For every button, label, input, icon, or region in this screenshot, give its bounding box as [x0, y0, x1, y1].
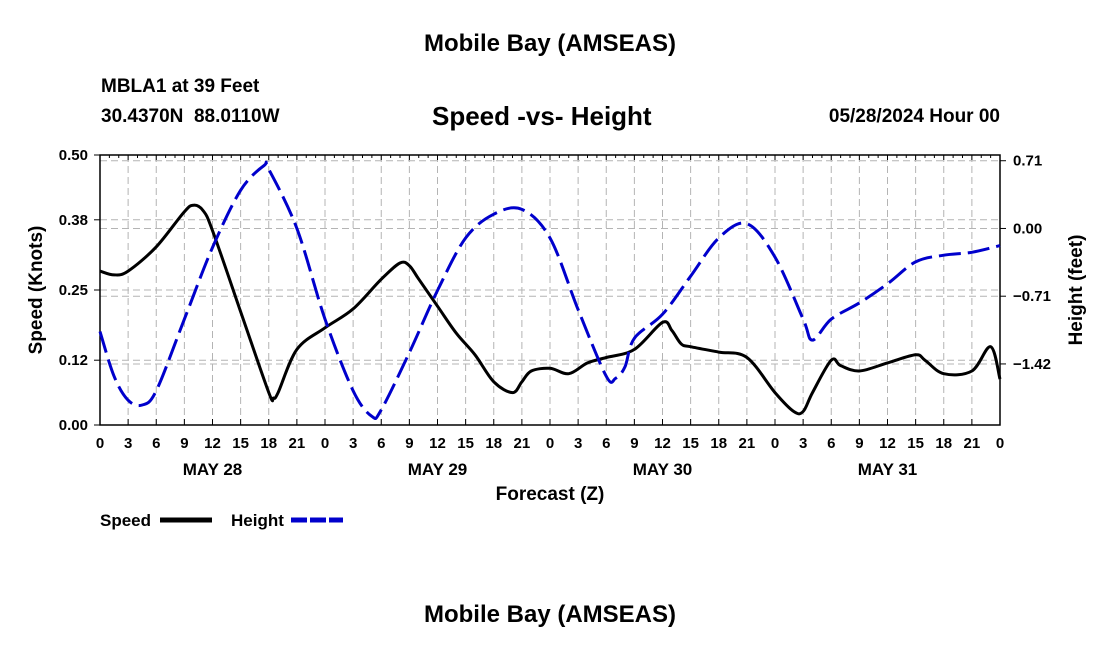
y-tick-label: 0.38 — [59, 212, 88, 229]
x-tick-label: 0 — [771, 435, 779, 452]
x-tick-label: 21 — [514, 435, 531, 452]
x-tick-label: 6 — [602, 435, 610, 452]
x-tick-label: 18 — [710, 435, 727, 452]
x-axis-title: Forecast (Z) — [496, 484, 605, 505]
forecast-datetime: 05/28/2024 Hour 00 — [828, 106, 1000, 127]
x-tick-label: 18 — [485, 435, 502, 452]
x-day-label: MAY 28 — [183, 460, 243, 479]
x-tick-label: 12 — [429, 435, 446, 452]
axis-ticks — [94, 154, 1006, 426]
x-tick-label: 15 — [907, 435, 924, 452]
chart-subtitle: Speed -vs- Height — [432, 101, 652, 131]
x-tick-label: 21 — [964, 435, 981, 452]
y2-axis-title: Height (feet) — [1066, 235, 1087, 346]
x-tick-label: 3 — [124, 435, 132, 452]
x-tick-label: 0 — [96, 435, 104, 452]
x-tick-label: 3 — [799, 435, 807, 452]
x-tick-label: 12 — [879, 435, 896, 452]
x-tick-label: 9 — [405, 435, 413, 452]
x-tick-label: 15 — [682, 435, 699, 452]
grid-lines — [100, 155, 1000, 425]
x-tick-label: 9 — [855, 435, 863, 452]
x-day-label: MAY 29 — [408, 460, 468, 479]
legend-height-label: Height — [231, 511, 284, 530]
y-tick-label: 0.00 — [59, 417, 88, 434]
y2-tick-label: 0.71 — [1013, 153, 1042, 170]
x-tick-label: 18 — [935, 435, 952, 452]
axis-labels: 0 3 6 9 12 15 18 21 0 3 6 9 12 15 18 21 0 3 6 9 12 15 18 21 0 3 6 9… — [26, 147, 1087, 505]
x-tick-label: 9 — [180, 435, 188, 452]
x-tick-label: 15 — [232, 435, 249, 452]
footer-title: Mobile Bay (AMSEAS) — [423, 601, 677, 628]
x-tick-label: 21 — [289, 435, 306, 452]
y-axis-title: Speed (Knots) — [26, 226, 47, 355]
x-tick-label: 0 — [321, 435, 329, 452]
chart-title: Mobile Bay (AMSEAS) — [423, 30, 677, 57]
series-lines — [98, 160, 1002, 421]
x-tick-label: 0 — [546, 435, 554, 452]
x-tick-label: 6 — [377, 435, 385, 452]
x-tick-label: 12 — [204, 435, 221, 452]
x-day-label: MAY 30 — [633, 460, 693, 479]
y2-tick-label: −0.71 — [1013, 288, 1051, 305]
station-coordinates: 30.4370N 88.0110W — [101, 106, 280, 127]
height-series-line — [98, 160, 1001, 421]
y2-tick-label: 0.00 — [1013, 220, 1042, 237]
x-day-label: MAY 31 — [858, 460, 918, 479]
x-tick-label: 6 — [827, 435, 835, 452]
x-tick-label: 6 — [152, 435, 160, 452]
x-tick-label: 3 — [349, 435, 357, 452]
station-label: MBLA1 at 39 Feet — [101, 76, 260, 97]
x-tick-label: 15 — [457, 435, 474, 452]
x-tick-label: 21 — [739, 435, 756, 452]
x-tick-label: 3 — [574, 435, 582, 452]
y2-tick-label: −1.42 — [1013, 356, 1051, 373]
y-tick-label: 0.25 — [59, 282, 88, 299]
x-tick-label: 18 — [260, 435, 277, 452]
x-tick-label: 9 — [630, 435, 638, 452]
y-tick-label: 0.12 — [59, 352, 88, 369]
legend-speed-label: Speed — [100, 511, 151, 530]
legend: Speed Height — [100, 511, 343, 530]
x-tick-label: 12 — [654, 435, 671, 452]
speed-series-line — [99, 203, 1002, 416]
x-tick-label: 0 — [996, 435, 1004, 452]
y-tick-label: 0.50 — [59, 147, 88, 164]
